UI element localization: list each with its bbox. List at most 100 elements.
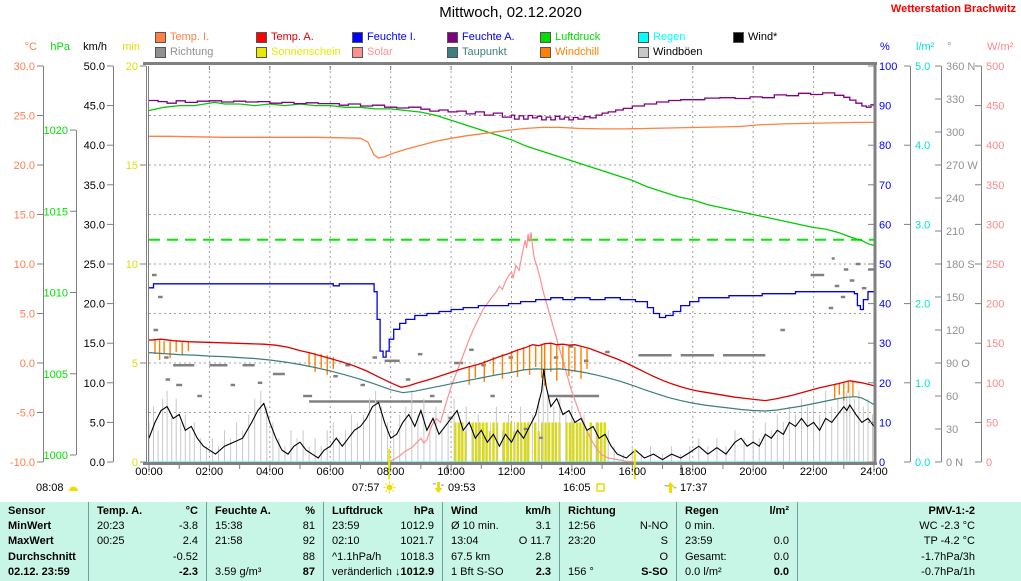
table-row: 15:38 81 [207, 518, 323, 533]
table-cell: Ø 10 min. [451, 520, 499, 533]
x-axis-label: 14:00 [558, 466, 586, 478]
table-cell: ^1.1hPa/h [332, 550, 382, 563]
x-axis-label: 24:00 [860, 466, 888, 478]
x-axis-label: 04:00 [256, 466, 284, 478]
table-header-row: Temp. A. °C [89, 503, 206, 518]
table-row-label: MaxWert [0, 534, 88, 549]
table-col-header: Feuchte A. [215, 504, 271, 517]
weather-chart: 30.025.020.015.010.05.00.0-5.0-10.0°C102… [10, 41, 1014, 479]
table-row: 13:04 O 11.7 [443, 534, 559, 549]
legend-label: Windböen [653, 46, 703, 58]
legend-item-windboeen: Windböen [638, 46, 703, 58]
feuchte-a-swatch-icon [447, 31, 458, 43]
series-solar [387, 232, 636, 463]
table-value: 2.4 [182, 535, 198, 548]
annotation-sunset: 16:05 [563, 481, 607, 494]
table-row: 12:56 N-NO [560, 518, 676, 533]
axis-deg-tick-label: 210 [946, 226, 964, 238]
axis-lm2-tick-label: 1.0 [915, 378, 930, 390]
table-col-header: Temp. A. [97, 504, 143, 517]
axis-kmh-unit-label: km/h [83, 41, 107, 53]
x-axis-label: 08:00 [376, 466, 405, 478]
table-row: veränderlich ↓ 1012.9 [324, 565, 442, 580]
axis-wm2-tick-label: 0 [986, 457, 992, 469]
axis-tempC-tick-label: 0.0 [20, 358, 35, 370]
legend-label: Feuchte I. [367, 31, 416, 43]
axis-min-tick-label: 5 [132, 358, 138, 370]
taupunkt-swatch-icon [447, 46, 458, 58]
table-cell: 23:20 [568, 535, 596, 548]
legend-label: Wind* [748, 31, 778, 43]
table-cell: MinWert [8, 520, 52, 533]
stats-table: Sensor MinWert MaxWert Durchschnitt 02.12. 2… [0, 502, 1021, 581]
x-axis-label: 20:00 [739, 466, 767, 478]
table-row-label: Durchschnitt [0, 549, 88, 564]
table-col-header: Regen [685, 504, 719, 517]
legend-item-windchill: Windchill [540, 46, 599, 58]
legend-item-feuchte-i: Feuchte I. [352, 31, 416, 43]
table-col-feuchte-a-: Feuchte A.% 15:38 81 21:58 92 88 3.59 g/m³ 87 [206, 502, 323, 581]
table-value: TP -4.2 °C [923, 535, 975, 548]
windchill-swatch-icon [540, 46, 551, 58]
table-col-unit: km/h [525, 504, 551, 517]
table-header-row: Wind km/h [443, 503, 559, 518]
legend-label: Sonnenschein [271, 46, 341, 58]
sunshine-bar [603, 422, 606, 462]
axis-wm2-tick-label: 150 [986, 338, 1004, 350]
axis-hPa-tick-label: 1020 [44, 125, 68, 137]
annotation-time: 16:05 [563, 481, 591, 494]
annotation-time: 09:53 [448, 481, 476, 494]
table-cell: 20:23 [97, 520, 125, 533]
table-row: 23:59 0.0 [677, 534, 797, 549]
axis-pct-tick-label: 100 [879, 61, 897, 73]
sunshine-bar [523, 422, 526, 462]
sunshine-bar [589, 422, 592, 462]
table-header-row: Richtung [560, 503, 676, 518]
axis-deg-tick-label: 240 [946, 193, 964, 205]
table-row: -2.3 [89, 565, 206, 580]
annotation-sunrise: 07:57 [352, 481, 396, 494]
axis-lm2-tick-label: 0.0 [915, 457, 930, 469]
table-col-unit: hPa [413, 504, 434, 517]
table-col-header: PMV-1:-2 [928, 504, 975, 517]
station-label: Wetterstation Brachwitz [890, 3, 1016, 15]
axis-pct-tick-label: 50 [879, 259, 891, 271]
richtung-swatch-icon [155, 46, 166, 58]
table-col-unit: % [305, 504, 315, 517]
axis-wm2-tick-label: 300 [986, 219, 1004, 231]
table-value: -0.7hPa/1h [921, 566, 975, 579]
axis-wm2-tick-label: 450 [986, 101, 1004, 113]
table-value: 0.0 [773, 566, 789, 579]
table-row: 02:10 1021.7 [324, 534, 442, 549]
legend-item-temp-a: Temp. A. [256, 31, 314, 43]
axis-hPa-tick-label: 1000 [44, 450, 68, 462]
axis-pct-unit-label: % [880, 41, 890, 53]
annotation-moonset: 09:53 [432, 481, 476, 494]
axis-min-tick-label: 0 [132, 457, 138, 469]
x-axis-label: 10:00 [437, 466, 465, 478]
table-value: 2.8 [535, 550, 551, 563]
axis-tempC-tick-label: 30.0 [14, 61, 35, 73]
table-row: 00:25 2.4 [89, 534, 206, 549]
table-cell: 02:10 [332, 535, 360, 548]
series-luftdruck [148, 101, 875, 247]
sunshine-bar [485, 422, 488, 462]
table-value: 81 [302, 520, 315, 533]
table-cell: veränderlich ↓ [332, 566, 401, 579]
axis-deg-tick-label: 30 [946, 424, 958, 436]
table-cell: MaxWert [8, 535, 54, 548]
sunshine-bar [502, 422, 506, 462]
axis-deg-tick-label: 330 [946, 94, 964, 106]
legend-label: Temp. A. [271, 31, 314, 43]
table-row: 20:23 -3.8 [89, 518, 206, 533]
legend-label: Taupunkt [462, 46, 507, 58]
axis-kmh-tick-label: 25.0 [84, 259, 105, 271]
table-row: Ø 10 min. 3.1 [443, 518, 559, 533]
table-cell: 3.59 g/m³ [215, 566, 262, 579]
table-value: 87 [302, 566, 315, 579]
table-cell: 23:59 [685, 535, 713, 548]
feuchte-i-swatch-icon [352, 31, 363, 43]
legend-label: Temp. I. [170, 31, 210, 43]
sun-icon [383, 481, 396, 494]
legend-label: Feuchte A. [462, 31, 515, 43]
